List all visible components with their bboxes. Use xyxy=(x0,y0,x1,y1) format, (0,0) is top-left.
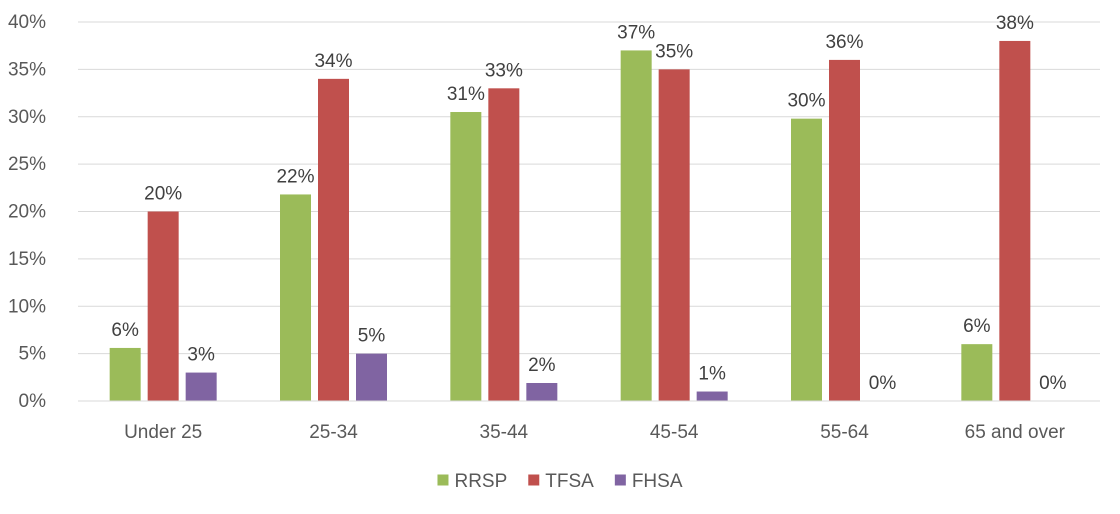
data-label: 0% xyxy=(869,373,897,394)
y-tick-label: 0% xyxy=(19,391,47,412)
y-tick-label: 30% xyxy=(8,107,46,128)
data-label: 5% xyxy=(358,326,386,347)
data-label: 1% xyxy=(698,364,726,385)
bar-fhsa xyxy=(356,353,387,401)
data-label: 6% xyxy=(963,316,991,337)
bar-fhsa xyxy=(526,382,558,401)
y-tick-label: 25% xyxy=(8,154,46,175)
bar-rrsp xyxy=(109,347,141,401)
data-label: 6% xyxy=(111,320,139,341)
y-tick-label: 20% xyxy=(8,202,46,223)
bar-rrsp xyxy=(961,344,993,401)
bar-fhsa xyxy=(696,391,728,401)
bar-rrsp xyxy=(280,194,311,401)
y-tick-label: 35% xyxy=(8,59,46,80)
x-tick-label: 25-34 xyxy=(309,422,358,443)
bar-rrsp xyxy=(450,112,482,401)
legend-swatch-tfsa xyxy=(528,474,540,486)
data-label: 34% xyxy=(314,51,352,72)
y-axis-ticks: 0% 5% 10% 15% 20% 25% 30% 35% 40% xyxy=(8,12,46,412)
x-axis-ticks: Under 25 25-34 35-44 45-54 55-64 65 and over xyxy=(124,422,1066,443)
legend-label-tfsa: TFSA xyxy=(545,471,594,492)
bar-tfsa xyxy=(829,59,860,402)
data-label: 38% xyxy=(996,13,1034,34)
data-label: 20% xyxy=(144,184,182,205)
data-label: 33% xyxy=(485,60,523,81)
legend: RRSP TFSA FHSA xyxy=(437,471,683,492)
data-label: 3% xyxy=(187,345,215,366)
data-label: 22% xyxy=(276,166,314,187)
y-tick-label: 5% xyxy=(19,344,47,365)
legend-swatch-rrsp xyxy=(437,474,449,486)
gridlines xyxy=(78,21,1100,355)
bar-tfsa xyxy=(488,88,520,401)
data-labels: 6% 20% 3% 22% 34% 5% 31%33% 2% 37%35% 1% 30% 36% 0% 6… xyxy=(111,13,1066,394)
legend-swatch-fhsa xyxy=(614,474,626,486)
x-tick-label: 35-44 xyxy=(480,422,529,443)
data-label: 37% xyxy=(617,22,655,43)
y-tick-label: 15% xyxy=(8,249,46,270)
data-label: 35% xyxy=(655,41,693,62)
bar-fhsa xyxy=(185,372,217,401)
legend-label-rrsp: RRSP xyxy=(454,471,507,492)
bar-rrsp xyxy=(620,50,652,402)
bar-rrsp xyxy=(791,118,822,402)
x-tick-label: 65 and over xyxy=(965,422,1066,443)
data-label: 36% xyxy=(825,32,863,53)
data-label: 31% xyxy=(447,84,485,105)
bar-tfsa xyxy=(318,78,349,401)
y-tick-label: 40% xyxy=(8,12,46,33)
bars xyxy=(109,40,1031,402)
data-label: 2% xyxy=(528,355,556,376)
bar-tfsa xyxy=(147,211,179,401)
data-label: 30% xyxy=(787,91,825,112)
data-label: 0% xyxy=(1039,373,1067,394)
y-tick-label: 10% xyxy=(8,296,46,317)
bar-tfsa xyxy=(658,69,690,401)
x-tick-label: Under 25 xyxy=(124,422,202,443)
bar-tfsa xyxy=(999,40,1031,401)
legend-label-fhsa: FHSA xyxy=(632,471,683,492)
x-tick-label: 55-64 xyxy=(820,422,869,443)
x-tick-label: 45-54 xyxy=(650,422,699,443)
